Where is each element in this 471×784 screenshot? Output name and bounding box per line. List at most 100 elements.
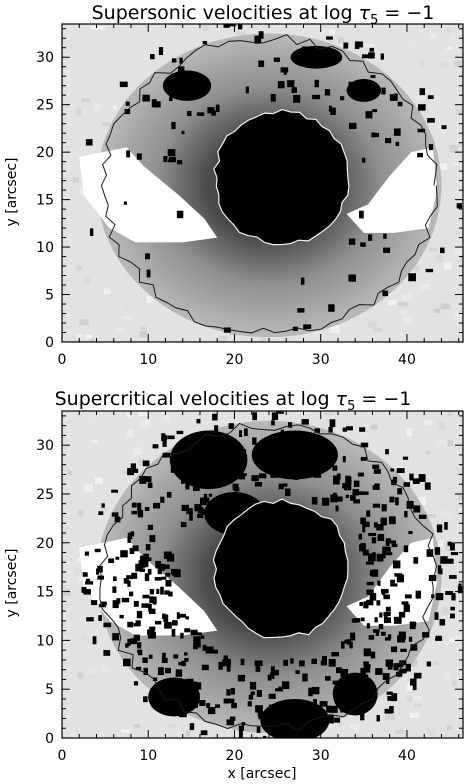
background-grain xyxy=(446,725,453,730)
background-grain xyxy=(380,411,386,417)
background-grain xyxy=(100,26,106,32)
background-grain xyxy=(440,62,448,67)
dark-patch xyxy=(290,45,343,69)
background-grain xyxy=(447,411,453,416)
dark-patch xyxy=(143,553,149,560)
dark-patch xyxy=(207,107,215,114)
dark-patch xyxy=(444,522,448,530)
background-grain xyxy=(62,646,68,653)
dark-patch xyxy=(389,540,397,544)
dark-patch xyxy=(410,644,418,651)
background-grain xyxy=(457,467,463,476)
dark-patch xyxy=(256,726,261,733)
background-grain xyxy=(167,724,177,728)
dark-patch xyxy=(149,596,154,604)
dark-patch xyxy=(165,667,171,674)
dark-patch xyxy=(313,699,317,707)
dark-patch xyxy=(415,590,421,599)
background-grain xyxy=(401,310,407,315)
dark-patch xyxy=(405,663,411,672)
dark-patch xyxy=(270,666,275,675)
dark-patch xyxy=(169,430,248,490)
dark-patch xyxy=(385,606,391,612)
dark-patch xyxy=(229,24,236,27)
background-grain xyxy=(445,544,450,552)
dark-patch xyxy=(372,109,378,113)
dark-patch xyxy=(428,144,434,151)
x-tick-label: 40 xyxy=(398,352,416,368)
dark-patch xyxy=(283,68,287,75)
dark-patch xyxy=(252,412,257,421)
dark-patch xyxy=(388,516,396,525)
background-grain xyxy=(368,424,379,430)
dark-patch xyxy=(167,149,176,157)
dark-patch xyxy=(390,583,398,587)
dark-patch xyxy=(393,663,399,671)
dark-patch xyxy=(278,483,284,490)
dark-patch xyxy=(196,418,201,424)
background-grain xyxy=(166,421,171,426)
dark-patch xyxy=(370,74,376,78)
dark-patch xyxy=(260,698,330,738)
dark-patch xyxy=(372,629,380,633)
dark-patch xyxy=(441,125,447,130)
dark-patch xyxy=(363,664,371,673)
background-grain xyxy=(126,413,132,418)
background-grain xyxy=(438,460,444,466)
dark-patch xyxy=(369,592,377,601)
background-grain xyxy=(406,428,412,437)
dark-patch xyxy=(360,456,367,461)
background-grain xyxy=(397,302,408,307)
dark-patch xyxy=(213,649,219,654)
dark-patch xyxy=(176,612,180,620)
dark-patch xyxy=(302,673,308,682)
background-grain xyxy=(452,680,457,686)
background-grain xyxy=(337,719,343,727)
dark-patch xyxy=(383,616,388,624)
background-grain xyxy=(139,331,148,337)
dark-patch xyxy=(178,613,187,618)
y-tick-label: 25 xyxy=(36,487,54,503)
dark-patch xyxy=(148,677,200,717)
dark-patch xyxy=(238,730,243,738)
dark-patch xyxy=(133,681,139,686)
background-grain xyxy=(124,481,130,486)
background-grain xyxy=(117,326,124,333)
background-grain xyxy=(444,671,451,679)
dark-patch xyxy=(356,491,364,495)
dark-patch xyxy=(172,571,177,576)
dark-patch xyxy=(115,556,120,560)
dark-patch xyxy=(126,575,134,580)
dark-patch xyxy=(277,81,285,89)
dark-patch xyxy=(82,572,88,577)
background-grain xyxy=(432,24,441,29)
dark-patch xyxy=(189,723,195,731)
dark-patch xyxy=(437,565,442,574)
dark-patch xyxy=(408,636,413,642)
dark-patch xyxy=(143,557,152,562)
dark-patch xyxy=(397,488,403,495)
dark-patch xyxy=(342,456,346,463)
background-grain xyxy=(364,423,371,430)
dark-patch xyxy=(160,586,164,595)
dark-patch xyxy=(368,52,375,59)
dark-patch xyxy=(135,666,142,671)
background-grain xyxy=(438,540,443,548)
outer-contour xyxy=(99,422,438,732)
dark-patch xyxy=(206,703,211,709)
dark-patch xyxy=(168,96,173,102)
dark-patch xyxy=(161,433,166,442)
dark-patch xyxy=(150,54,155,60)
dark-patch xyxy=(85,581,94,585)
background-grain xyxy=(140,326,146,330)
dark-patch xyxy=(390,579,395,584)
dark-patch xyxy=(90,600,98,606)
background-grain xyxy=(133,474,139,481)
background-grain xyxy=(436,254,443,263)
dark-patch xyxy=(120,550,128,558)
dark-patch xyxy=(237,24,243,30)
dark-patch xyxy=(149,626,156,631)
dark-patch xyxy=(348,238,356,245)
dark-patch xyxy=(154,620,162,625)
background-grain xyxy=(446,46,453,50)
